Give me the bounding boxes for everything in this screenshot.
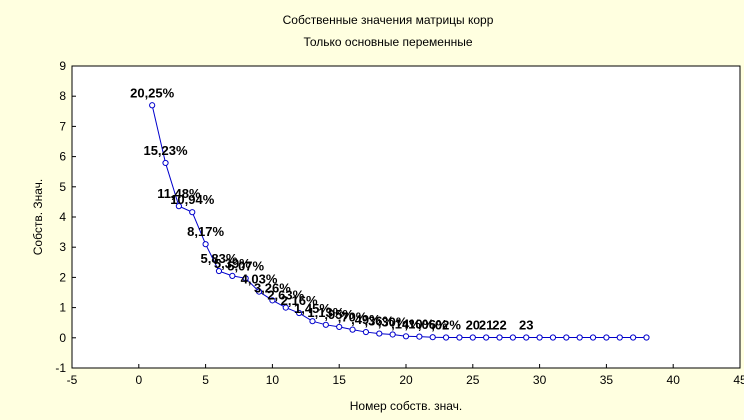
data-point bbox=[269, 297, 276, 304]
data-label: ,30% bbox=[378, 314, 408, 329]
data-point bbox=[202, 241, 209, 248]
data-point bbox=[362, 328, 370, 336]
data-point bbox=[255, 288, 263, 295]
data-point bbox=[576, 334, 583, 341]
data-label: 15,23% bbox=[143, 143, 188, 158]
data-label: 2,63% bbox=[267, 288, 304, 303]
data-label: ,49% bbox=[351, 312, 381, 327]
data-point bbox=[549, 334, 557, 341]
data-point bbox=[630, 334, 637, 341]
data-point bbox=[563, 334, 570, 341]
data-label: 5,83% bbox=[201, 251, 238, 266]
data-label: ,06% bbox=[418, 317, 448, 332]
data-point bbox=[536, 334, 543, 341]
y-tick-label: 3 bbox=[59, 240, 66, 254]
data-label: ,36% bbox=[364, 314, 394, 329]
data-point bbox=[322, 321, 329, 328]
data-label: 5,39% bbox=[214, 256, 251, 271]
data-label: 20,25% bbox=[130, 85, 175, 100]
y-axis-label: Собств. Знач. bbox=[31, 179, 45, 256]
data-point bbox=[429, 334, 436, 341]
data-point bbox=[496, 334, 503, 341]
x-tick-label: 20 bbox=[399, 373, 413, 387]
data-label: 2,16% bbox=[281, 293, 318, 308]
data-label: ,95% bbox=[324, 307, 354, 322]
chart-title: Собственные значения матрицы корр bbox=[283, 13, 494, 27]
data-label: ,10% bbox=[405, 317, 435, 332]
y-tick-label: 1 bbox=[59, 301, 66, 315]
data-label: ,02% bbox=[431, 317, 461, 332]
data-point bbox=[282, 304, 289, 311]
data-label: 22 bbox=[492, 317, 506, 332]
data-point bbox=[149, 102, 156, 109]
data-point bbox=[616, 334, 623, 341]
x-tick-label: 15 bbox=[333, 373, 347, 387]
x-tick-label: 5 bbox=[202, 373, 209, 387]
data-point bbox=[469, 334, 476, 341]
data-label: 1,13% bbox=[307, 305, 344, 320]
data-point bbox=[229, 272, 236, 279]
data-label: 4,03% bbox=[241, 272, 278, 287]
x-axis-label: Номер собств. знач. bbox=[350, 399, 462, 413]
data-point bbox=[309, 318, 316, 325]
data-point bbox=[296, 309, 303, 317]
x-tick-label: 0 bbox=[135, 373, 142, 387]
y-tick-label: 9 bbox=[59, 59, 66, 73]
chart-subtitle: Только основные переменные bbox=[303, 35, 472, 49]
data-label: 3,26% bbox=[254, 280, 291, 295]
data-label: 23 bbox=[519, 317, 533, 332]
data-point bbox=[402, 333, 410, 340]
data-label: 20 bbox=[466, 317, 480, 332]
data-label: 11,48% bbox=[157, 186, 201, 201]
data-label: ,70% bbox=[338, 310, 368, 325]
y-tick-label: 6 bbox=[59, 150, 66, 164]
x-tick-label: -5 bbox=[67, 373, 78, 387]
data-point bbox=[336, 323, 343, 331]
data-point bbox=[603, 334, 610, 341]
x-tick-label: 25 bbox=[466, 373, 480, 387]
data-point bbox=[189, 209, 196, 216]
data-label: 1,45% bbox=[294, 301, 331, 316]
data-point bbox=[643, 334, 650, 341]
x-tick-label: 35 bbox=[600, 373, 614, 387]
data-point bbox=[589, 334, 597, 341]
data-point bbox=[215, 267, 223, 275]
plot-area bbox=[71, 65, 741, 369]
y-tick-label: 7 bbox=[59, 119, 66, 133]
data-label: 10,94% bbox=[170, 192, 215, 207]
data-label: 5,07% bbox=[227, 258, 264, 273]
data-point bbox=[376, 330, 383, 337]
data-point bbox=[442, 334, 450, 341]
data-point bbox=[523, 334, 530, 341]
y-tick-label: 0 bbox=[59, 331, 66, 345]
y-tick-label: 2 bbox=[59, 270, 66, 284]
y-tick-label: 4 bbox=[59, 210, 66, 224]
y-tick-label: 5 bbox=[59, 180, 66, 194]
data-point bbox=[416, 333, 423, 340]
data-point bbox=[349, 326, 356, 333]
x-tick-label: 45 bbox=[733, 373, 744, 387]
x-tick-label: 30 bbox=[533, 373, 547, 387]
y-tick-label: -1 bbox=[55, 361, 66, 375]
data-label: ,14% bbox=[391, 316, 421, 331]
x-tick-label: 40 bbox=[667, 373, 681, 387]
data-label: 21 bbox=[479, 317, 493, 332]
data-point bbox=[175, 203, 182, 210]
x-tick-label: 10 bbox=[266, 373, 280, 387]
data-point bbox=[162, 159, 169, 167]
data-label: 8,17% bbox=[187, 224, 224, 239]
data-point bbox=[509, 334, 516, 341]
data-point bbox=[389, 331, 396, 338]
y-tick-label: 8 bbox=[59, 89, 66, 103]
data-point bbox=[242, 275, 249, 282]
data-point bbox=[456, 334, 463, 341]
data-point bbox=[483, 334, 490, 341]
